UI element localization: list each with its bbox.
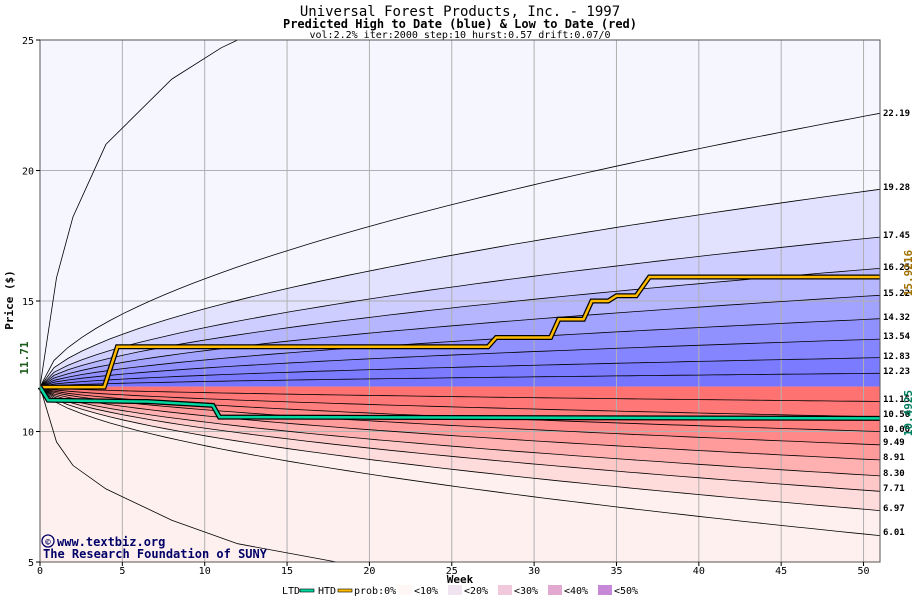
percentile-value-label: 10.00	[883, 425, 910, 435]
percentile-value-label: 13.54	[883, 332, 911, 342]
start-price-label: 11.71	[18, 341, 31, 374]
percentile-line	[39, 386, 881, 461]
percentile-line	[39, 357, 881, 388]
last-low-label: 10.4925	[902, 390, 915, 436]
x-tick-label: 15	[281, 566, 293, 577]
x-axis-ticks: 0 5 10 15 20 25 30 35 40 45 50	[37, 562, 870, 577]
percentile-value-label: 14.32	[883, 313, 910, 323]
percentile-value-label: 8.91	[883, 453, 905, 463]
y-tick-label: 20	[22, 167, 34, 178]
legend-ltd-label: LTD	[282, 586, 300, 597]
percentile-value-label: 12.23	[883, 367, 910, 377]
percentile-line	[39, 386, 881, 477]
x-tick-label: 5	[119, 566, 125, 577]
percentile-value-labels: 22.19 19.28 17.45 16.25 15.22 14.32 13.54 12.83…	[883, 109, 911, 538]
percentile-line	[39, 112, 881, 388]
x-tick-label: 40	[693, 566, 705, 577]
percentile-value-label: 11.15	[883, 395, 910, 405]
x-tick-label: 30	[528, 566, 540, 577]
percentile-value-label: 22.19	[883, 109, 910, 119]
legend-swatch-2	[448, 585, 462, 595]
percentile-line	[39, 386, 881, 418]
percentile-line	[39, 294, 881, 388]
watermark-url: www.textbiz.org	[57, 535, 165, 549]
percentile-value-label: 8.30	[883, 469, 905, 479]
percentile-value-label: 7.71	[883, 484, 905, 494]
percentile-line	[39, 338, 881, 388]
copyright-symbol: ©	[45, 538, 51, 548]
y-axis-label: Price ($)	[3, 270, 16, 330]
x-axis-label: Week	[447, 573, 474, 586]
outer-high-line	[39, 39, 238, 387]
percentile-value-label: 12.83	[883, 352, 910, 362]
high-band-9	[40, 373, 880, 387]
chart-subtitle: Predicted High to Date (blue) & Low to D…	[283, 17, 637, 31]
percentile-value-label: 9.49	[883, 438, 905, 448]
percentile-line	[39, 386, 881, 446]
y-tick-label: 5	[28, 558, 34, 569]
outer-low-line	[39, 386, 337, 563]
watermark: © www.textbiz.org The Research Foundatio…	[41, 534, 268, 561]
percentile-line	[39, 188, 881, 388]
percentile-line	[39, 386, 881, 511]
percentile-value-label: 6.97	[883, 504, 905, 514]
x-tick-label: 50	[858, 566, 870, 577]
percentile-value-label: 6.01	[883, 528, 905, 538]
chart-params: vol:2.2% iter:2000 step:10 hurst:0.57 dr…	[309, 30, 610, 41]
x-tick-label: 0	[37, 566, 43, 577]
htd-series-line	[40, 275, 880, 389]
percentile-line	[39, 386, 881, 536]
x-tick-label: 45	[775, 566, 787, 577]
percentile-line	[39, 236, 881, 388]
legend-ltd-swatch	[299, 588, 315, 593]
x-tick-label: 10	[199, 566, 211, 577]
ltd-series-line	[38, 386, 881, 420]
legend-item-label: <20%	[464, 586, 488, 597]
last-high-label: 15.9216	[902, 249, 915, 296]
watermark-org: The Research Foundation of SUNY	[43, 547, 268, 561]
percentile-line	[39, 386, 881, 402]
chart-title: Universal Forest Products, Inc. - 1997	[300, 4, 620, 20]
percentile-value-label: 17.45	[883, 231, 910, 241]
percentile-value-label: 15.22	[883, 289, 910, 299]
y-axis-ticks: 5 10 15 20 25	[22, 36, 40, 569]
percentile-line	[39, 372, 881, 388]
x-tick-label: 20	[363, 566, 375, 577]
legend-swatch-1	[398, 585, 412, 595]
y-tick-label: 25	[22, 36, 34, 47]
percentile-line	[39, 318, 881, 388]
low-band-9	[40, 386, 880, 402]
percentile-value-label: 16.25	[883, 263, 910, 273]
legend-swatch-4	[548, 585, 562, 595]
percentile-value-label: 19.28	[883, 183, 910, 193]
percentile-line	[39, 386, 881, 492]
legend-htd-label: HTD	[318, 586, 336, 597]
legend-swatch-3	[498, 585, 512, 595]
x-tick-label: 25	[446, 566, 458, 577]
legend-swatch-5	[598, 585, 612, 595]
series-lines	[37, 274, 881, 421]
legend-item-label: <30%	[514, 586, 538, 597]
legend-item-label: <40%	[564, 586, 588, 597]
percentile-value-label: 10.56	[883, 410, 910, 420]
legend-item-label: <10%	[414, 586, 438, 597]
y-tick-label: 10	[22, 428, 34, 439]
y-tick-label: 15	[22, 297, 34, 308]
percentile-lines	[39, 39, 881, 563]
x-tick-label: 35	[610, 566, 622, 577]
legend-item-label: <50%	[614, 586, 638, 597]
legend-prob-label: prob:0%	[354, 586, 396, 597]
copyright-icon	[41, 534, 55, 548]
legend: LTD HTD prob:0% <10% <20% <30% <40% <50%	[282, 585, 638, 597]
legend-htd-swatch	[337, 588, 353, 593]
